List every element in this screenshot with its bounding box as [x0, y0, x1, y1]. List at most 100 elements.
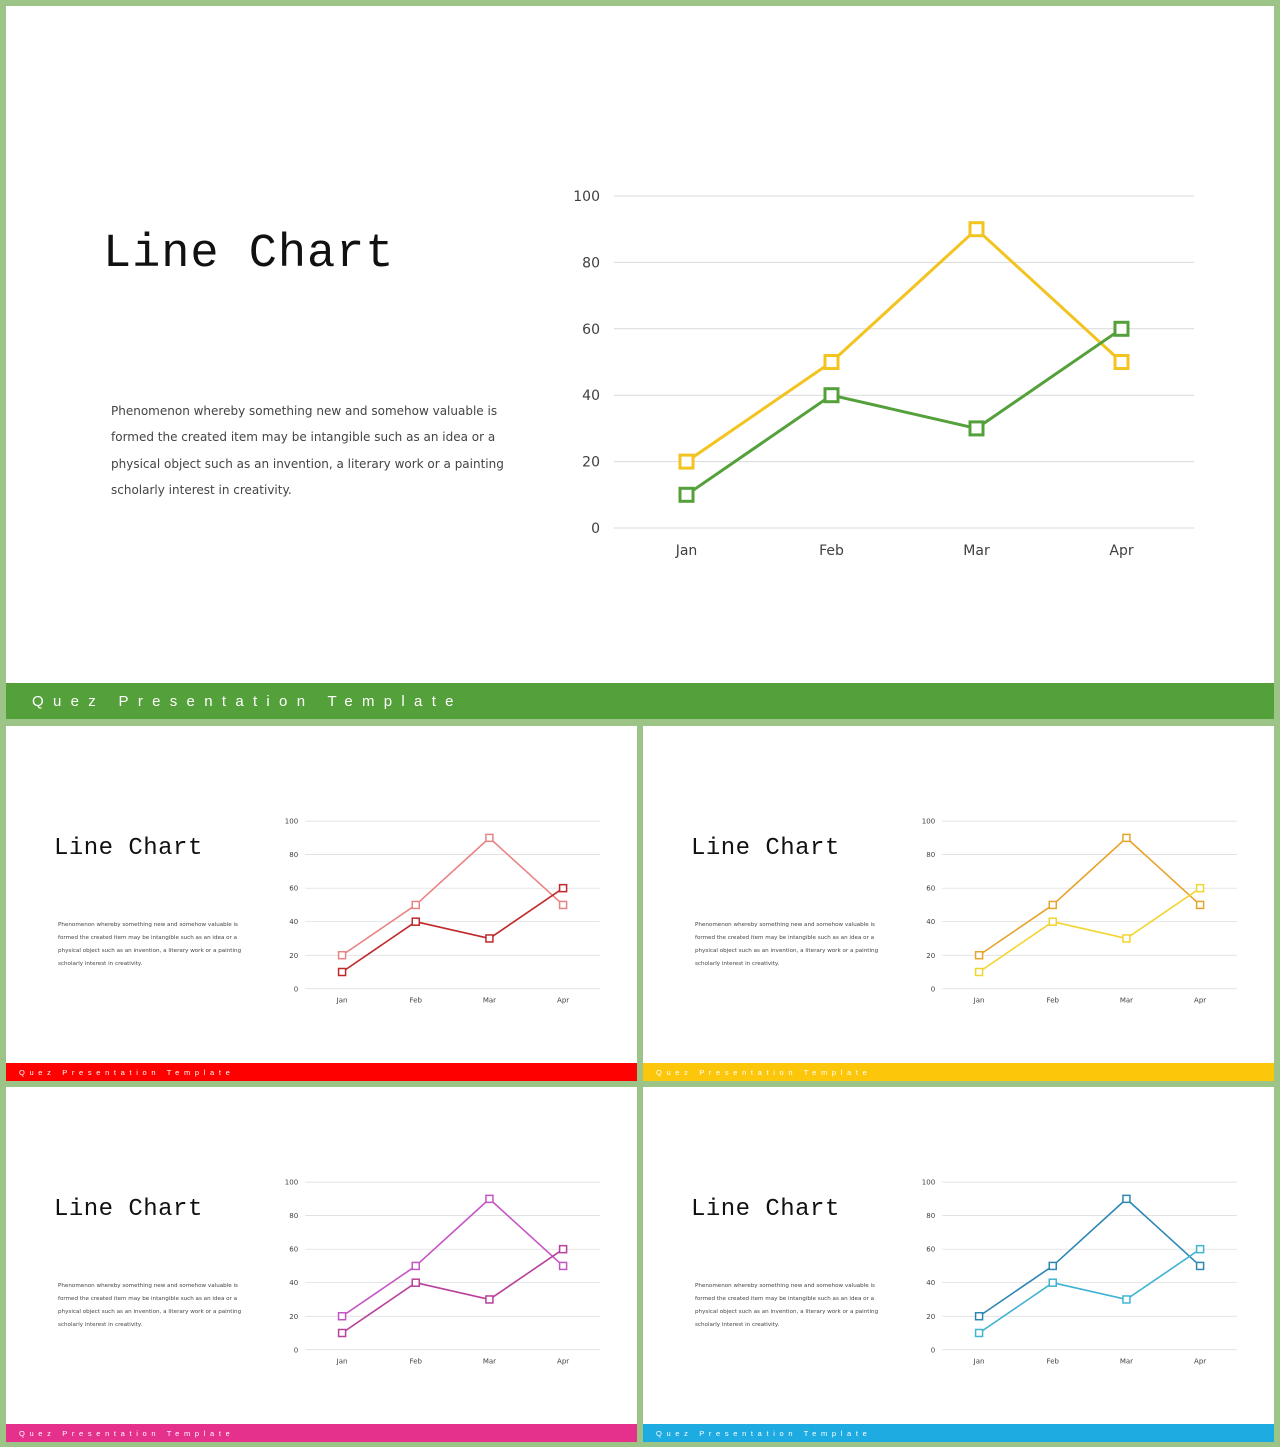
data-point-marker: [974, 1328, 984, 1338]
x-tick-label: Apr: [1109, 543, 1133, 559]
y-tick-label: 60: [582, 322, 600, 338]
y-tick-label: 60: [289, 1246, 298, 1254]
y-tick-label: 60: [289, 885, 298, 893]
y-tick-label: 20: [289, 952, 298, 960]
description-line: Phenomenon whereby something new and som…: [111, 404, 498, 418]
footer-bar: Quez Presentation Template: [6, 1063, 637, 1081]
data-point-marker: [974, 1311, 984, 1321]
x-tick-label: Mar: [963, 543, 990, 559]
y-tick-label: 0: [931, 1346, 935, 1354]
slide-description: Phenomenon whereby something new and som…: [111, 398, 504, 503]
x-tick-label: Jan: [973, 996, 985, 1004]
x-tick-label: Mar: [483, 996, 496, 1004]
x-tick-label: Apr: [557, 996, 569, 1004]
series-line: [341, 1198, 564, 1317]
y-tick-label: 80: [926, 1212, 935, 1220]
data-point-marker: [337, 967, 347, 977]
y-tick-label: 80: [289, 1212, 298, 1220]
x-tick-label: Feb: [819, 543, 844, 559]
x-tick-label: Mar: [1120, 996, 1133, 1004]
line-chart: 0 20 40 60 80 100 Jan Feb Mar Apr: [922, 818, 1237, 1004]
description-line: physical object such as an invention, a …: [695, 1309, 879, 1315]
series-line: [341, 1248, 564, 1334]
y-tick-label: 100: [922, 818, 935, 826]
data-point-marker: [337, 1328, 347, 1338]
x-tick-label: Mar: [483, 1357, 496, 1365]
data-point-marker: [1195, 900, 1205, 910]
footer-text: Quez Presentation Template: [32, 692, 463, 710]
line-chart: 0 20 40 60 80 100 Jan Feb Mar Apr: [922, 1179, 1237, 1365]
footer-text: Quez Presentation Template: [19, 1428, 235, 1438]
description-line: Phenomenon whereby something new and som…: [695, 922, 875, 928]
series-line: [978, 837, 1201, 956]
y-tick-label: 80: [289, 851, 298, 859]
data-point-marker: [337, 950, 347, 960]
y-tick-label: 40: [289, 918, 298, 926]
data-point-marker: [823, 387, 840, 404]
y-tick-label: 0: [591, 521, 600, 537]
description-line: physical object such as an invention, a …: [58, 1309, 242, 1315]
data-point-marker: [1195, 1244, 1205, 1254]
description-line: physical object such as an invention, a …: [111, 456, 504, 471]
slide-title: Line Chart: [103, 228, 395, 281]
data-point-marker: [485, 934, 494, 943]
data-point-marker: [1122, 833, 1131, 843]
x-tick-label: Jan: [336, 1357, 348, 1365]
x-tick-label: Feb: [410, 1357, 423, 1365]
data-point-marker: [678, 453, 695, 470]
description-line: scholarly interest in creativity.: [111, 482, 292, 497]
series-line: [685, 227, 1123, 463]
y-tick-label: 80: [926, 851, 935, 859]
data-point-marker: [974, 967, 984, 977]
data-point-marker: [1048, 1278, 1058, 1287]
y-tick-label: 100: [573, 189, 600, 205]
description-line: formed the created item may be intangibl…: [695, 935, 875, 941]
data-point-marker: [1195, 883, 1205, 893]
data-point-marker: [974, 950, 984, 960]
data-point-marker: [968, 221, 985, 238]
line-chart: 0 20 40 60 80 100 Jan Feb Mar Apr: [573, 189, 1194, 559]
slide-red: Line Chart Phenomenon whereby something …: [6, 726, 637, 1081]
y-tick-label: 100: [922, 1179, 935, 1187]
description-line: Phenomenon whereby something new and som…: [58, 922, 238, 928]
y-tick-label: 80: [582, 255, 600, 271]
y-tick-label: 100: [285, 818, 298, 826]
series-line: [341, 837, 564, 956]
data-point-marker: [968, 420, 985, 437]
footer-bar: Quez Presentation Template: [643, 1063, 1274, 1081]
data-point-marker: [558, 1261, 568, 1271]
data-point-marker: [411, 1278, 421, 1287]
slide-main: Line Chart Phenomenon whereby something …: [6, 6, 1274, 719]
footer-text: Quez Presentation Template: [19, 1067, 235, 1077]
x-tick-label: Apr: [557, 1357, 569, 1365]
slide-title: Line Chart: [691, 835, 840, 862]
data-point-marker: [678, 486, 695, 503]
data-point-marker: [1122, 934, 1131, 943]
series-line: [978, 887, 1201, 973]
y-tick-label: 40: [582, 388, 600, 404]
data-point-marker: [823, 354, 840, 370]
description-line: scholarly interest in creativity.: [58, 961, 143, 967]
data-point-marker: [411, 900, 421, 910]
x-tick-label: Feb: [1047, 1357, 1060, 1365]
y-tick-label: 20: [582, 455, 600, 471]
description-line: formed the created item may be intangibl…: [58, 935, 238, 941]
description-line: scholarly interest in creativity.: [695, 1322, 780, 1328]
data-point-marker: [485, 833, 494, 843]
description-line: formed the created item may be intangibl…: [695, 1296, 875, 1302]
series-line: [978, 1248, 1201, 1334]
description-line: physical object such as an invention, a …: [58, 948, 242, 954]
data-point-marker: [1113, 354, 1130, 370]
slide-pink: Line Chart Phenomenon whereby something …: [6, 1087, 637, 1442]
y-tick-label: 40: [926, 918, 935, 926]
data-point-marker: [558, 900, 568, 910]
data-point-marker: [1195, 1261, 1205, 1271]
description-line: scholarly interest in creativity.: [695, 961, 780, 967]
series-line: [685, 327, 1123, 497]
x-tick-label: Feb: [1047, 996, 1060, 1004]
y-tick-label: 20: [926, 1313, 935, 1321]
slide-title: Line Chart: [54, 835, 203, 862]
data-point-marker: [337, 1311, 347, 1321]
y-tick-label: 100: [285, 1179, 298, 1187]
description-line: scholarly interest in creativity.: [58, 1322, 143, 1328]
